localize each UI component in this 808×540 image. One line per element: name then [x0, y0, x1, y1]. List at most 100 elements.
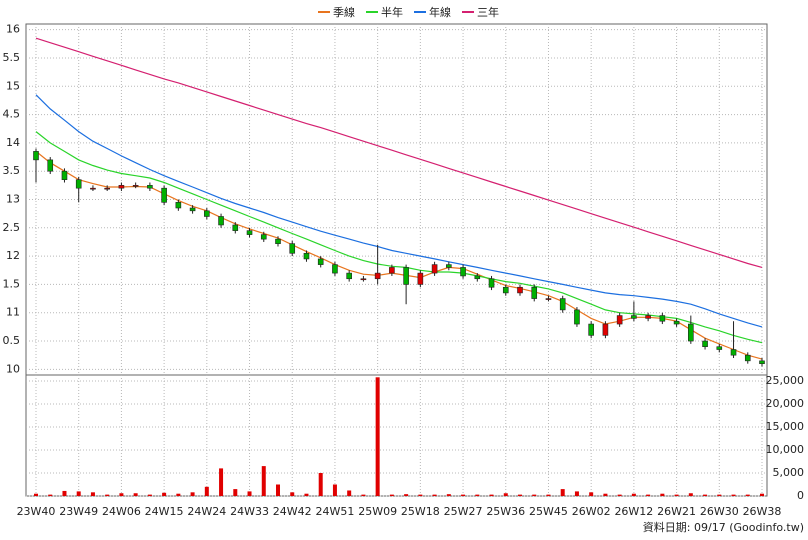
volume-bar — [560, 489, 565, 496]
y-tick-label: 13 — [6, 193, 20, 206]
y-tick-label: 10 — [6, 362, 20, 375]
y-tick-label: 16 — [6, 23, 20, 36]
candle-body — [232, 224, 239, 231]
legend-label: 年線 — [429, 5, 451, 19]
volume-bar — [532, 494, 537, 496]
candle-body — [716, 346, 723, 350]
volume-bar — [717, 494, 722, 496]
volume-bar — [318, 472, 323, 496]
candle-body — [218, 216, 224, 226]
candle-body — [702, 340, 708, 347]
candle-body — [189, 207, 196, 212]
volume-bar — [418, 494, 423, 496]
candle-body — [61, 170, 68, 180]
candle-body — [673, 320, 680, 325]
y2-tick-label: 0 — [797, 489, 804, 502]
candle-body — [417, 272, 424, 285]
candle-body — [303, 252, 310, 260]
candle-body — [631, 315, 637, 319]
volume-bar — [361, 494, 366, 496]
candle-body — [517, 286, 523, 294]
candle-body — [104, 187, 110, 190]
candle-body — [688, 323, 694, 342]
candle-body — [90, 187, 96, 190]
candle-body — [246, 230, 253, 235]
candle-body — [559, 298, 566, 311]
volume-bar — [147, 494, 152, 496]
legend: 季線 半年 年線 三年 — [318, 5, 499, 19]
source-note: 資料日期: 09/17 (Goodinfo.tw) — [643, 520, 804, 534]
candle-body — [759, 360, 765, 364]
candle-body — [289, 243, 296, 254]
volume-bar — [574, 491, 579, 496]
x-tick-label: 26W38 — [743, 505, 782, 518]
candle-body — [47, 159, 54, 172]
x-tick-label: 23W40 — [17, 505, 56, 518]
volume-bar — [247, 491, 252, 496]
x-tick-label: 26W21 — [657, 505, 696, 518]
candle-body — [204, 210, 210, 217]
candle-body — [332, 264, 338, 274]
volume-bar — [389, 494, 394, 496]
volume-bar — [261, 466, 266, 496]
candle-body — [502, 286, 509, 294]
y2-tick-label: 15,000 — [766, 420, 805, 433]
ma-line — [35, 94, 763, 328]
candle-body — [574, 309, 580, 325]
volume-bar — [290, 492, 295, 496]
y2-tick-label: 20,000 — [766, 397, 805, 410]
volume-bar — [332, 484, 337, 496]
candle-body — [616, 315, 623, 325]
volume-bar — [76, 491, 81, 496]
x-tick-label: 26W02 — [572, 505, 611, 518]
x-tick-label: 26W12 — [614, 505, 653, 518]
x-tick-label: 24W33 — [230, 505, 269, 518]
y2-tick-label: 10,000 — [766, 443, 805, 456]
x-tick-label: 26W30 — [700, 505, 739, 518]
volume-bar — [503, 493, 508, 496]
candle-body — [446, 264, 452, 268]
candle-body — [360, 278, 367, 281]
volume-bar — [546, 494, 551, 496]
volume-bar — [432, 494, 437, 496]
ma-line — [35, 131, 763, 344]
y-tick-label: 5.5 — [3, 51, 21, 64]
candle-body — [588, 323, 594, 336]
volume-bar — [219, 468, 224, 496]
x-tick-label: 24W15 — [145, 505, 184, 518]
candle-body — [403, 267, 409, 285]
volume-bar — [276, 484, 280, 496]
volume-bar — [589, 492, 594, 496]
candle-body — [389, 267, 395, 274]
y-tick-label: 1.5 — [3, 277, 21, 290]
volume-bar — [176, 493, 181, 496]
volume-bar — [617, 494, 622, 496]
candle-body — [260, 234, 267, 240]
y-tick-label: 3.5 — [3, 164, 21, 177]
volume-bar — [48, 494, 53, 496]
volume-bar — [375, 377, 380, 496]
x-tick-label: 24W42 — [273, 505, 312, 518]
volume-bar — [204, 486, 209, 496]
plot-frame — [25, 23, 768, 497]
volume-bar — [489, 494, 494, 496]
legend-label: 半年 — [381, 5, 403, 19]
volume-bar — [190, 492, 195, 496]
y-tick-label: 11 — [6, 306, 20, 319]
y2-tick-label: 25,000 — [766, 374, 805, 387]
candle-body — [118, 185, 125, 189]
volume-bar — [133, 493, 138, 496]
candle-body — [474, 275, 481, 280]
x-tick-label: 25W27 — [444, 505, 483, 518]
volume-bar — [233, 489, 238, 496]
y-tick-label: 15 — [6, 79, 20, 92]
y-tick-label: 0.5 — [3, 334, 21, 347]
volume-bar — [461, 494, 466, 496]
candle-body — [161, 187, 167, 203]
volume-bar — [660, 493, 665, 496]
candle-body — [545, 298, 552, 300]
volume-bar — [119, 493, 124, 496]
y-tick-label: 14 — [6, 136, 20, 149]
legend-label: 三年 — [477, 5, 499, 19]
